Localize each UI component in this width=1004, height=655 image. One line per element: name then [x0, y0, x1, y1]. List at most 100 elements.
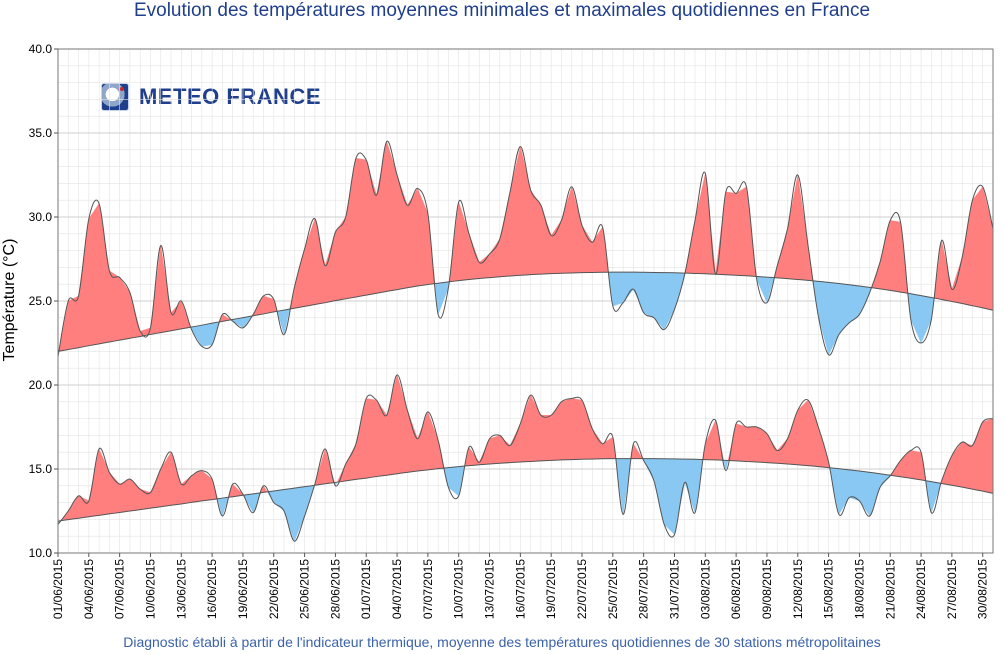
anomaly-area: [294, 248, 305, 309]
anomaly-area: [324, 232, 336, 303]
anomaly-area: [797, 174, 809, 281]
x-tick-label: 09/08/2015: [760, 559, 774, 619]
x-tick-label: 21/08/2015: [883, 559, 897, 619]
anomaly-area: [217, 497, 223, 517]
tmin-normal-line: [57, 458, 994, 522]
anomaly-area: [366, 398, 377, 479]
y-tick-label: 15.0: [29, 462, 53, 476]
anomaly-area: [345, 158, 357, 300]
anomaly-area: [78, 218, 90, 348]
x-tick-label: 01/07/2015: [359, 559, 373, 619]
anomaly-area: [304, 218, 316, 307]
anomaly-area: [263, 295, 274, 315]
x-tick-label: 16/06/2015: [205, 559, 219, 619]
chart-title: Evolution des températures moyennes mini…: [133, 0, 871, 21]
x-tick-label: 25/07/2015: [606, 559, 620, 619]
anomaly-area: [520, 395, 531, 463]
x-tick-label: 22/06/2015: [267, 559, 281, 619]
y-tick-label: 30.0: [29, 210, 53, 224]
anomaly-area: [848, 284, 860, 324]
anomaly-area: [941, 240, 953, 302]
anomaly-area: [407, 410, 418, 473]
anomaly-area: [468, 446, 480, 466]
anomaly-area: [920, 295, 932, 344]
anomaly-area: [170, 452, 182, 506]
anomaly-area: [283, 308, 290, 335]
anomaly-area: [540, 205, 552, 275]
y-tick-label: 25.0: [29, 294, 53, 308]
anomaly-area: [88, 448, 100, 517]
y-tick-label: 40.0: [29, 42, 53, 56]
anomaly-area: [571, 186, 583, 274]
anomaly-area: [243, 493, 254, 514]
x-tick-label: 07/07/2015: [421, 559, 435, 619]
anomaly-area: [191, 324, 203, 348]
anomaly-area: [633, 271, 644, 313]
anomaly-area: [386, 141, 398, 292]
anomaly-area: [417, 188, 429, 287]
anomaly-area: [961, 441, 973, 490]
anomaly-area: [684, 458, 696, 513]
anomaly-area: [417, 411, 429, 472]
anomaly-area: [191, 470, 203, 503]
anomaly-area: [972, 421, 983, 492]
anomaly-area: [530, 394, 542, 462]
anomaly-area: [766, 433, 778, 464]
anomaly-area: [160, 451, 172, 508]
anomaly-area: [746, 426, 757, 463]
anomaly-area: [972, 186, 983, 309]
anomaly-area: [181, 475, 192, 505]
anomaly-area: [98, 203, 110, 345]
x-tick-label: 03/08/2015: [698, 559, 712, 619]
y-tick-label: 20.0: [29, 378, 53, 392]
tmax-line: [57, 140, 994, 357]
anomaly-area: [910, 293, 922, 344]
x-tick-label: 06/08/2015: [729, 559, 743, 619]
anomaly-area: [725, 191, 737, 276]
x-tick-label: 12/08/2015: [791, 559, 805, 619]
anomaly-area: [838, 468, 850, 516]
anomaly-area: [160, 245, 172, 333]
anomaly-area: [458, 201, 470, 281]
anomaly-area: [828, 282, 840, 355]
anomaly-area: [109, 270, 120, 343]
anomaly-area: [150, 468, 161, 509]
anomaly-area: [253, 295, 264, 317]
anomaly-area: [664, 458, 675, 535]
anomaly-area: [499, 434, 511, 464]
x-tick-label: 18/08/2015: [852, 559, 866, 619]
anomaly-area: [201, 470, 213, 502]
x-tick-label: 16/07/2015: [513, 559, 527, 619]
anomaly-area: [838, 283, 850, 336]
x-tick-label: 04/06/2015: [82, 559, 96, 619]
x-tick-label: 25/06/2015: [298, 559, 312, 619]
anomaly-area: [139, 488, 151, 510]
anomaly-area: [653, 272, 665, 331]
anomaly-area: [961, 200, 973, 306]
x-tick-label: 24/08/2015: [914, 559, 928, 619]
anomaly-area: [550, 219, 562, 274]
anomaly-area: [735, 186, 747, 277]
anomaly-area: [643, 272, 655, 319]
chart-caption: Diagnostic établi à partir de l'indicate…: [123, 634, 881, 650]
anomaly-area: [109, 471, 120, 515]
x-tick-label: 13/07/2015: [483, 559, 497, 619]
min-anomaly-fill: [57, 374, 994, 542]
anomaly-area: [550, 401, 562, 461]
anomaly-area: [622, 271, 634, 304]
x-tick-label: 19/06/2015: [236, 559, 250, 619]
anomaly-area: [848, 469, 860, 502]
anomaly-area: [581, 400, 593, 460]
anomaly-area: [345, 443, 357, 482]
x-axis-ticks: 01/06/2015 04/06/2015 07/06/2015 10/06/2015…: [51, 553, 990, 619]
anomaly-area: [705, 420, 716, 461]
anomaly-area: [479, 253, 490, 279]
anomaly-area: [931, 481, 942, 513]
y-tick-label: 35.0: [29, 126, 53, 140]
anomaly-area: [468, 233, 480, 280]
anomaly-area: [581, 224, 593, 273]
x-tick-label: 15/08/2015: [822, 559, 836, 619]
anomaly-area: [376, 399, 387, 477]
grid-lines: [57, 48, 994, 554]
